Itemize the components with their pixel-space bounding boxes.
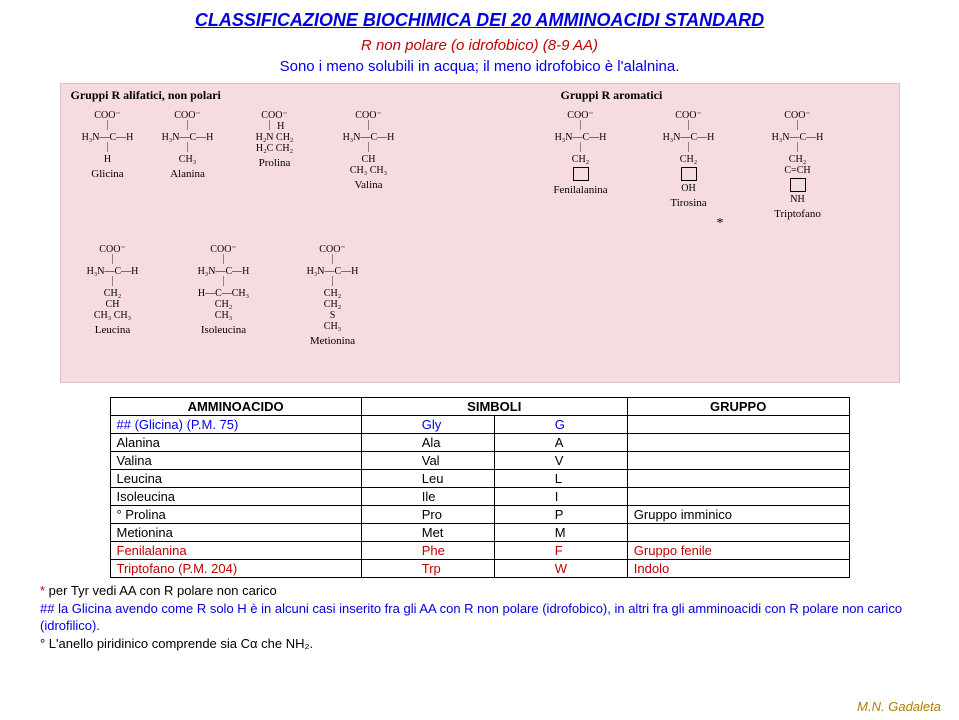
table-header-row: AMMINOACIDO SIMBOLI GRUPPO <box>110 398 849 416</box>
col-gruppo: GRUPPO <box>627 398 849 416</box>
cell-group: Indolo <box>627 560 849 578</box>
cell-group: Gruppo fenile <box>627 542 849 560</box>
cell-sym1: W <box>494 560 627 578</box>
cell-sym1: A <box>494 434 627 452</box>
cell-sym1: I <box>494 488 627 506</box>
cell-sym3: Met <box>361 524 494 542</box>
table-row: AlaninaAlaA <box>110 434 849 452</box>
col-amminoacido: AMMINOACIDO <box>110 398 361 416</box>
cell-sym3: Pro <box>361 506 494 524</box>
cell-aa: ## (Glicina) (P.M. 75) <box>110 416 361 434</box>
mol-leucina: COO⁻｜ H₃N—C—H｜ CH₂ CH CH₃ CH₃ Leucina <box>73 244 153 336</box>
cell-sym1: F <box>494 542 627 560</box>
col-simboli: SIMBOLI <box>361 398 627 416</box>
page: CLASSIFICAZIONE BIOCHIMICA DEI 20 AMMINO… <box>0 0 959 660</box>
footnote-2: ## la Glicina avendo come R solo H è in … <box>40 600 920 635</box>
mol-tirosina: COO⁻｜ H₃N—C—H｜ CH₂ OH Tirosina <box>649 110 729 209</box>
cell-sym3: Gly <box>361 416 494 434</box>
table-row: MetioninaMetM <box>110 524 849 542</box>
table-row: FenilalaninaPheFGruppo fenile <box>110 542 849 560</box>
cell-sym3: Leu <box>361 470 494 488</box>
table-row: ## (Glicina) (P.M. 75)GlyG <box>110 416 849 434</box>
cell-sym1: L <box>494 470 627 488</box>
cell-group <box>627 434 849 452</box>
indole-ring-icon <box>790 178 806 192</box>
group-heading-right: Gruppi R aromatici <box>561 88 663 103</box>
mol-triptofano: COO⁻｜ H₃N—C—H｜ CH₂ C=CH NH Triptofano <box>753 110 843 220</box>
cell-aa: Metionina <box>110 524 361 542</box>
mol-metionina: COO⁻｜ H₃N—C—H｜ CH₂ CH₂ S CH₃ Metionina <box>293 244 373 347</box>
aa-table: AMMINOACIDO SIMBOLI GRUPPO ## (Glicina) … <box>110 397 850 578</box>
star-marker: * <box>717 216 724 232</box>
cell-sym3: Val <box>361 452 494 470</box>
cell-group <box>627 488 849 506</box>
cell-sym1: V <box>494 452 627 470</box>
table-row: IsoleucinaIleI <box>110 488 849 506</box>
cell-aa: Fenilalanina <box>110 542 361 560</box>
cell-sym3: Ala <box>361 434 494 452</box>
table-row: Triptofano (P.M. 204)TrpWIndolo <box>110 560 849 578</box>
cell-group <box>627 524 849 542</box>
cell-aa: Alanina <box>110 434 361 452</box>
benzene-ring-icon <box>573 167 589 181</box>
table-row: ValinaValV <box>110 452 849 470</box>
footnotes: * per Tyr vedi AA con R polare non caric… <box>40 582 920 652</box>
mol-fenilalanina: COO⁻｜ H₃N—C—H｜ CH₂ Fenilalanina <box>536 110 626 196</box>
aa-table-wrap: AMMINOACIDO SIMBOLI GRUPPO ## (Glicina) … <box>110 397 850 578</box>
mol-glicina: COO⁻ ｜ H₃N—C—H ｜ H Glicina <box>73 110 143 180</box>
cell-aa: Triptofano (P.M. 204) <box>110 560 361 578</box>
cell-sym3: Trp <box>361 560 494 578</box>
cell-sym1: P <box>494 506 627 524</box>
author-label: M.N. Gadaleta <box>857 699 941 714</box>
table-row: ° ProlinaProPGruppo imminico <box>110 506 849 524</box>
cell-sym3: Ile <box>361 488 494 506</box>
cell-aa: Valina <box>110 452 361 470</box>
cell-aa: ° Prolina <box>110 506 361 524</box>
cell-group <box>627 470 849 488</box>
cell-group <box>627 452 849 470</box>
group-heading-left: Gruppi R alifatici, non polari <box>71 88 221 103</box>
footnote-1: * per Tyr vedi AA con R polare non caric… <box>40 582 920 600</box>
main-title: CLASSIFICAZIONE BIOCHIMICA DEI 20 AMMINO… <box>40 10 919 31</box>
cell-sym1: G <box>494 416 627 434</box>
benzene-ring-icon <box>681 167 697 181</box>
cell-sym3: Phe <box>361 542 494 560</box>
mol-alanina: COO⁻｜ H₃N—C—H｜ CH₃ Alanina <box>153 110 223 180</box>
table-row: LeucinaLeuL <box>110 470 849 488</box>
subtitle-red: R non polare (o idrofobico) (8-9 AA) <box>40 37 919 54</box>
cell-group: Gruppo imminico <box>627 506 849 524</box>
mol-isoleucina: COO⁻｜ H₃N—C—H｜ H—C—CH₃ CH₂ CH₃ Isoleucin… <box>179 244 269 336</box>
cell-group <box>627 416 849 434</box>
footnote-3: ° L'anello piridinico comprende sia Cα c… <box>40 635 920 653</box>
subtitle-blue: Sono i meno solubili in acqua; il meno i… <box>40 58 919 75</box>
cell-sym1: M <box>494 524 627 542</box>
mol-prolina: COO⁻｜ H H₂N CH₂ H₂C CH₂ Prolina <box>235 110 315 169</box>
cell-aa: Isoleucina <box>110 488 361 506</box>
chemistry-figure: Gruppi R alifatici, non polari Gruppi R … <box>60 83 900 383</box>
cell-aa: Leucina <box>110 470 361 488</box>
mol-valina: COO⁻｜ H₃N—C—H｜ CH CH₃ CH₃ Valina <box>329 110 409 191</box>
